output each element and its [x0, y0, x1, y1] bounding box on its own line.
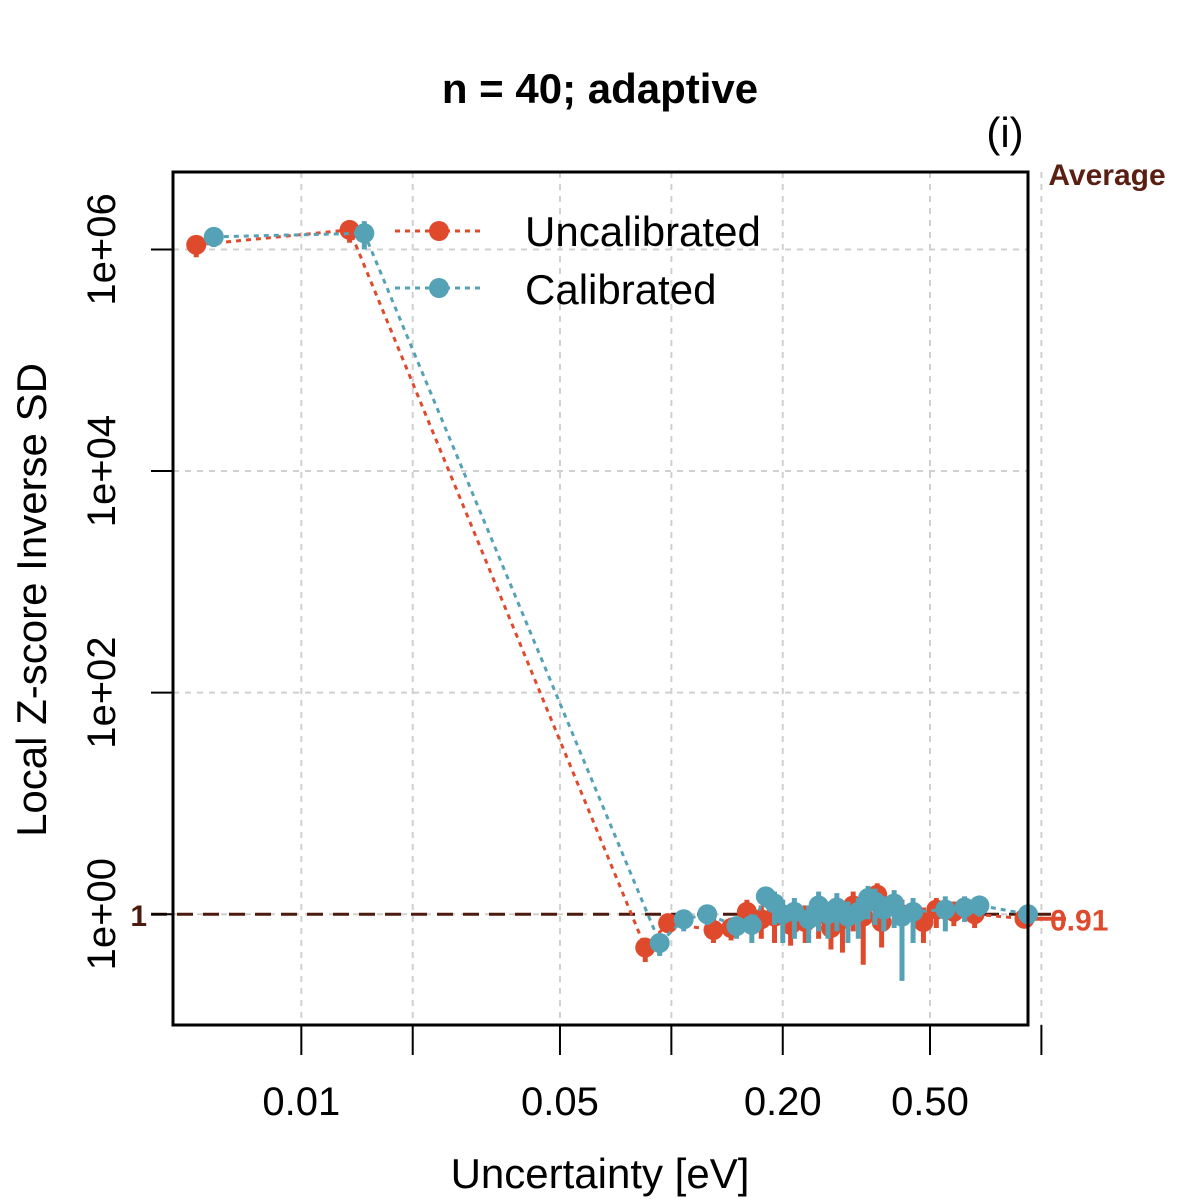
data-point-calibrated [969, 895, 990, 916]
axes: 0.01 0.05 0.20 0.50 1e+00 1e+02 1e+04 1e+06 [80, 193, 1043, 1124]
data-point-calibrated [203, 226, 224, 247]
data-point-calibrated [726, 916, 747, 937]
series-line-calibrated [213, 231, 1029, 946]
legend-marker-uncalibrated [429, 221, 449, 241]
data-point-calibrated [697, 904, 718, 925]
x-tick-label: 0.20 [744, 1080, 822, 1124]
data-point-calibrated [798, 909, 819, 930]
legend-label-calibrated: Calibrated [525, 266, 716, 313]
series-line-uncalibrated [196, 228, 1025, 951]
data-point-uncalibrated [658, 913, 679, 934]
plot-frame [171, 170, 1030, 1027]
data-point-calibrated [354, 223, 375, 244]
x-tick-label: 0.01 [262, 1080, 340, 1124]
legend-label-uncalibrated: Uncalibrated [525, 208, 761, 255]
y-tick-label: 1e+00 [80, 858, 124, 970]
data-point-calibrated [848, 901, 869, 922]
y-tick-label: 1e+02 [80, 636, 124, 748]
data-point-calibrated [673, 909, 694, 930]
x-tick-label: 0.50 [891, 1080, 969, 1124]
x-axis-label: Uncertainty [eV] [451, 1150, 750, 1197]
x-tick-label: 0.05 [521, 1080, 599, 1124]
series-layer [186, 219, 1038, 981]
data-point-uncalibrated [186, 234, 207, 255]
data-point-calibrated [903, 901, 924, 922]
y-tick-label: 1e+04 [80, 415, 124, 527]
data-point-uncalibrated [703, 920, 724, 941]
data-point-calibrated [649, 932, 670, 953]
data-point-calibrated [954, 897, 975, 918]
data-point-calibrated [741, 914, 762, 935]
panel-tag: (i) [986, 109, 1023, 156]
chart-title: n = 40; adaptive [442, 65, 758, 112]
y-axis-label: Local Z-score Inverse SD [8, 363, 55, 837]
average-label: Average [1048, 159, 1165, 192]
y-tick-label: 1e+06 [80, 193, 124, 305]
legend: Uncalibrated Calibrated [395, 208, 761, 313]
legend-marker-calibrated [429, 278, 449, 298]
reference-label: 1 [130, 900, 147, 933]
average-value-uncalibrated: 0.91 [1050, 905, 1108, 938]
data-point-calibrated [935, 899, 956, 920]
